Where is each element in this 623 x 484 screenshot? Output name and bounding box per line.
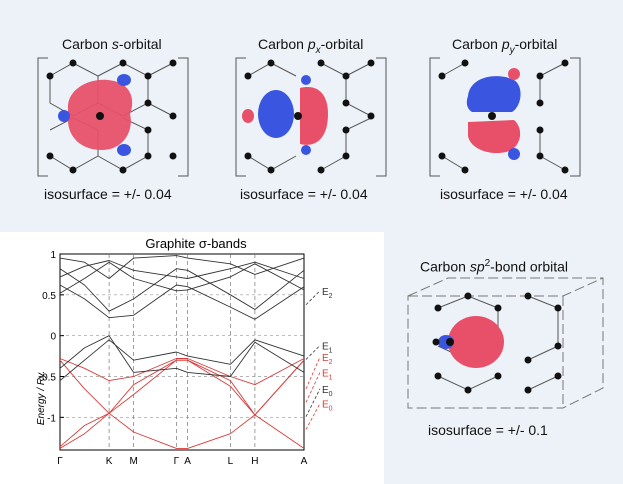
py-orbital-illustration — [429, 57, 581, 177]
positive-lobe — [468, 120, 521, 154]
energy-label: E2 — [322, 353, 333, 366]
band-line — [59, 261, 305, 294]
isosurface-label-px: isosurface = +/- 0.04 — [240, 186, 368, 202]
energy-leader-line — [305, 356, 321, 390]
x-tick-label: M — [129, 456, 137, 467]
orbital-title-px: Carbon px-orbital — [258, 36, 364, 56]
negative-lobe — [258, 90, 294, 138]
band-line — [59, 339, 305, 381]
x-tick-label: L — [228, 456, 234, 467]
band-line — [59, 255, 305, 279]
orbital-title-sp2: Carbon sp2-bond orbital — [420, 258, 568, 275]
x-tick-label: Γ — [174, 456, 180, 467]
isosurface-label-py: isosurface = +/- 0.04 — [440, 186, 568, 202]
negative-lobe — [117, 74, 131, 86]
x-tick-label: A — [184, 456, 191, 467]
chart-title: Graphite σ-bands — [145, 236, 247, 251]
energy-leader-line — [305, 345, 321, 360]
positive-lobe — [300, 87, 328, 145]
band-line — [59, 412, 305, 449]
negative-lobe — [58, 110, 70, 122]
band-line — [59, 268, 305, 312]
energy-label: E2 — [322, 287, 333, 300]
band-line — [59, 260, 305, 279]
band-structure-chart: Graphite σ-bands Energy / Ry. 1 0.5 0 -0.5 -… — [36, 236, 333, 467]
band-line — [59, 335, 305, 377]
energy-leader-line — [305, 290, 321, 306]
energy-leader-line — [305, 403, 321, 430]
y-tick-label: -1 — [47, 413, 56, 424]
isosurface-label-sp2: isosurface = +/- 0.1 — [428, 422, 548, 438]
sp2-orbital-illustration — [407, 277, 604, 409]
energy-label: E1 — [322, 368, 333, 381]
band-chart-panel — [0, 232, 384, 484]
orbital-title-py: Carbon py-orbital — [452, 36, 558, 56]
positive-lobe — [242, 109, 254, 123]
atoms — [46, 59, 177, 174]
orbital-title-s: Carbon s-orbital — [62, 36, 162, 52]
isosurface-label-s: isosurface = +/- 0.04 — [44, 186, 172, 202]
positive-lobe — [448, 316, 504, 368]
energy-leader-line — [305, 372, 321, 403]
x-tick-label: Γ — [57, 456, 63, 467]
y-axis-label: Energy / Ry. — [36, 371, 47, 425]
band-line — [59, 359, 305, 416]
y-tick-label: -0.5 — [39, 373, 57, 384]
x-tick-label: H — [251, 456, 258, 467]
s-orbital-illustration — [37, 57, 189, 177]
band-line — [59, 359, 305, 448]
energy-label: E0 — [322, 385, 333, 398]
negative-lobe — [117, 144, 131, 156]
sp2-orbital-panel — [384, 232, 623, 484]
energy-leader-line — [305, 388, 321, 417]
y-tick-label: 0.5 — [42, 291, 56, 302]
x-tick-label: A — [301, 456, 308, 467]
band-line — [59, 284, 305, 320]
px-orbital-illustration — [235, 57, 387, 177]
x-tick-label: K — [106, 456, 113, 467]
energy-label: E0 — [322, 399, 333, 412]
plot-frame — [59, 253, 305, 451]
band-line — [59, 358, 305, 386]
y-tick-label: 0 — [50, 332, 56, 343]
energy-label: E1 — [322, 341, 333, 354]
y-tick-label: 1 — [50, 250, 56, 261]
negative-lobe — [466, 76, 521, 112]
